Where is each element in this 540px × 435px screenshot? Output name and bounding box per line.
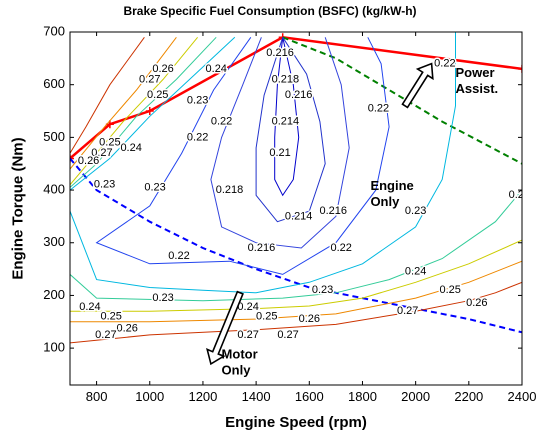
contour-label-38: 0.24	[237, 301, 258, 313]
x-tick-label-1: 1000	[135, 389, 164, 404]
contour-label-8: 0.218	[272, 73, 300, 85]
contour-label-18: 0.23	[94, 179, 115, 191]
contour-label-39: 0.25	[256, 310, 277, 322]
contour-label-21: 0.214	[285, 210, 313, 222]
series-line-2	[70, 157, 522, 334]
series-marker-0-2	[145, 107, 154, 116]
contour-label-5: 0.22	[187, 131, 208, 143]
contour-label-10: 0.214	[272, 115, 300, 127]
contour-label-27: 0.23	[312, 284, 333, 296]
contour-label-14: 0.25	[99, 137, 120, 149]
contour-label-22: 0.216	[319, 205, 347, 217]
contour-label-12: 0.22	[368, 102, 389, 114]
series-group: 0.270.260.250.240.230.220.220.2160.2180.…	[70, 32, 530, 378]
x-tick-label-7: 2200	[454, 389, 483, 404]
series-line-5	[210, 37, 350, 249]
contour-label-25: 0.22	[168, 250, 189, 262]
contour-label-29: 0.24	[509, 189, 530, 201]
series-line-11	[70, 37, 522, 344]
contour-label-16: 0.26	[78, 155, 99, 167]
contour-label-7: 0.216	[266, 47, 294, 59]
x-tick-label-2: 1200	[188, 389, 217, 404]
contour-label-15: 0.27	[91, 147, 112, 159]
series-line-3	[274, 37, 300, 197]
contour-label-0: 0.27	[139, 73, 160, 85]
contour-label-31: 0.25	[440, 284, 461, 296]
y-tick-label-2: 300	[43, 234, 65, 249]
chart-title: Brake Specific Fuel Consumption (BSFC) (…	[123, 4, 417, 18]
series-marker-0-4	[518, 64, 522, 73]
series-line-8	[70, 36, 522, 302]
contour-label-40: 0.26	[299, 313, 320, 325]
contour-label-9: 0.216	[285, 89, 313, 101]
motor-only-arrow	[206, 290, 244, 366]
y-tick-label-5: 600	[43, 76, 65, 91]
contour-label-11: 0.21	[269, 147, 290, 159]
contour-label-32: 0.26	[466, 297, 487, 309]
x-axis-label: Engine Speed (rpm)	[225, 414, 367, 431]
contour-label-20: 0.218	[216, 184, 244, 196]
x-tick-label-0: 800	[86, 389, 108, 404]
y-tick-label-6: 700	[43, 23, 65, 38]
x-tick-label-5: 1800	[348, 389, 377, 404]
y-tick-label-0: 100	[43, 340, 65, 355]
series-line-1	[282, 36, 522, 165]
contour-label-28: 0.23	[405, 205, 426, 217]
contour-label-26: 0.23	[152, 292, 173, 304]
x-tick-label-3: 1400	[242, 389, 271, 404]
power-assist-arrow	[401, 62, 434, 109]
x-tick-label-4: 1600	[295, 389, 324, 404]
contour-label-2: 0.25	[147, 89, 168, 101]
contour-label-19: 0.23	[144, 181, 165, 193]
contour-label-23: 0.22	[330, 242, 351, 254]
y-tick-label-4: 500	[43, 129, 65, 144]
y-tick-label-3: 400	[43, 181, 65, 196]
series-line-7	[70, 32, 456, 294]
contour-label-36: 0.26	[116, 323, 137, 335]
contour-label-35: 0.25	[101, 310, 122, 322]
contour-label-34: 0.24	[79, 301, 100, 313]
contour-label-33: 0.27	[397, 305, 418, 317]
plot-frame	[69, 31, 523, 386]
annotation-2: Motor Only	[222, 347, 258, 378]
contour-label-17: 0.24	[120, 142, 141, 154]
annotation-0: Engine Only	[370, 178, 413, 209]
annotation-1: Power Assist.	[456, 65, 499, 96]
contour-label-41: 0.27	[277, 329, 298, 341]
contour-label-42: 0.27	[237, 329, 258, 341]
series-line-10	[70, 36, 522, 323]
y-tick-label-1: 200	[43, 287, 65, 302]
contour-label-4: 0.23	[187, 94, 208, 106]
contour-label-37: 0.27	[95, 329, 116, 341]
series-marker-0-0	[70, 154, 74, 163]
contour-label-3: 0.24	[206, 63, 227, 75]
series-line-6	[95, 37, 390, 275]
x-tick-label-8: 2400	[508, 389, 537, 404]
contour-label-6: 0.22	[211, 115, 232, 127]
series-line-4	[255, 37, 326, 223]
x-tick-label-6: 2000	[401, 389, 430, 404]
contour-label-24: 0.216	[248, 242, 276, 254]
contour-label-13: 0.22	[434, 58, 455, 70]
contour-label-1: 0.26	[152, 63, 173, 75]
series-line-9	[70, 36, 522, 312]
contour-label-30: 0.24	[405, 266, 426, 278]
